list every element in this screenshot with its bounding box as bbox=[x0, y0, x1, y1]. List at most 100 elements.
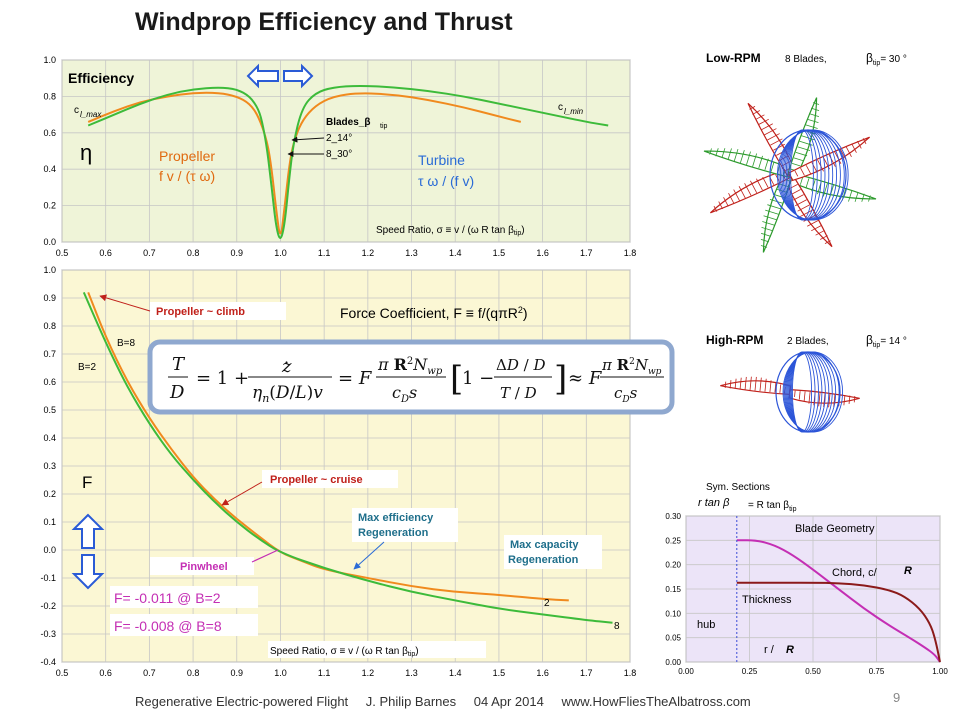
y-tick-label: -0.2 bbox=[40, 601, 56, 611]
x-tick-label: 0.7 bbox=[143, 668, 156, 678]
pinwheel-label: Pinwheel bbox=[180, 561, 228, 573]
cl-min-label: c bbox=[558, 102, 563, 113]
right-arrow-icon bbox=[283, 63, 314, 89]
y-tick-label: 0.25 bbox=[665, 536, 681, 545]
x-tick-label: 1.6 bbox=[536, 668, 549, 678]
high-rpm-rotor bbox=[720, 351, 860, 433]
y-tick-label: 0.20 bbox=[665, 561, 681, 570]
svg-text:= F: = F bbox=[338, 368, 373, 389]
f-b8-box bbox=[110, 614, 258, 636]
page-title: Windprop Efficiency and Thrust bbox=[135, 8, 513, 36]
svg-text:·: · bbox=[284, 353, 289, 372]
svg-text:ΔD / D: ΔD / D bbox=[496, 356, 546, 374]
propeller-label: Propeller bbox=[159, 148, 215, 164]
b2-label: B=2 bbox=[78, 362, 97, 373]
cl-max-sub: l_max bbox=[80, 110, 102, 119]
series-line-magenta bbox=[736, 539, 941, 663]
max-capacity-box bbox=[504, 535, 602, 569]
svg-text:≈ F: ≈ F bbox=[568, 368, 603, 389]
r-over-label: r / bbox=[764, 644, 775, 656]
y-tick-label: 0.9 bbox=[43, 293, 56, 303]
y-tick-label: -0.4 bbox=[40, 657, 56, 667]
y-tick-label: 0.7 bbox=[43, 349, 56, 359]
series-8-end-label: 8 bbox=[614, 621, 620, 632]
y-tick-label: 0.0 bbox=[43, 237, 56, 247]
y-tick-label: -0.1 bbox=[40, 573, 56, 583]
efficiency-tick-labels: 0.5 0.6 0.7 0.8 0.9 1.0 1.1 1.2 1.3 1.4 1.5 1.6 1.7 1… bbox=[43, 55, 636, 258]
x-tick-label: 1.4 bbox=[449, 668, 462, 678]
svg-text:= 1 +: = 1 + bbox=[196, 368, 249, 389]
propeller-cruise-arrow bbox=[221, 481, 263, 506]
blades-sub: tip bbox=[380, 123, 388, 130]
x-tick-label: 1.7 bbox=[580, 668, 593, 678]
y-tick-label: 0.4 bbox=[43, 164, 56, 174]
x-tick-label: 0.9 bbox=[231, 248, 244, 258]
b8-label: B=8 bbox=[117, 338, 136, 349]
efficiency-plot-area bbox=[61, 59, 631, 243]
svg-text:1 −: 1 − bbox=[462, 368, 494, 389]
max-capacity-line2: Regeneration bbox=[508, 554, 579, 566]
low-rpm-blades: 8 Blades, bbox=[785, 54, 827, 65]
x-tick-label: 1.0 bbox=[274, 248, 287, 258]
sym-sections-label: Sym. Sections bbox=[706, 482, 770, 493]
y-tick-label: 0.8 bbox=[43, 321, 56, 331]
series-line-orange bbox=[87, 91, 522, 235]
high-rpm-blades: 2 Blades, bbox=[787, 336, 829, 347]
y-tick-label: 0.4 bbox=[43, 433, 56, 443]
chord-label: Chord, c/ bbox=[832, 567, 878, 579]
x-tick-label: 0.00 bbox=[678, 667, 694, 676]
cl-min-sub: l_min bbox=[564, 107, 584, 116]
rotor-blade bbox=[783, 173, 833, 248]
x-tick-label: 0.50 bbox=[805, 667, 821, 676]
x-tick-label: 1.2 bbox=[362, 668, 375, 678]
y-tick-label: 0.2 bbox=[43, 489, 56, 499]
rtan-label: r tan β bbox=[698, 497, 730, 509]
footer: Regenerative Electric-powered Flight J. … bbox=[135, 694, 765, 709]
x-tick-label: 1.5 bbox=[493, 248, 506, 258]
x-tick-label: 0.6 bbox=[99, 668, 112, 678]
f-b2-box bbox=[110, 586, 258, 608]
propeller-climb-box bbox=[150, 302, 286, 320]
high-rpm-label: High-RPM bbox=[706, 333, 763, 347]
footer-author: J. Philip Barnes bbox=[365, 694, 457, 709]
x-tick-label: 0.75 bbox=[869, 667, 885, 676]
propeller-cruise-label: Propeller ~ cruise bbox=[270, 474, 363, 486]
low-rpm-rotor bbox=[703, 97, 877, 253]
x-tick-label: 1.2 bbox=[362, 248, 375, 258]
y-tick-label: 0.6 bbox=[43, 377, 56, 387]
y-tick-label: 0.6 bbox=[43, 128, 56, 138]
pinwheel-arrow bbox=[251, 549, 279, 563]
svg-text:[: [ bbox=[450, 359, 463, 399]
force-xlabel: Speed Ratio, σ ≡ v / (ω R tan βtip) bbox=[270, 646, 419, 658]
x-tick-label: 1.8 bbox=[624, 668, 637, 678]
turbine-formula: τ ω / (f v) bbox=[418, 173, 474, 189]
blade-2-arrow bbox=[291, 136, 325, 143]
rotor-blade bbox=[720, 376, 792, 396]
x-tick-label: 0.8 bbox=[187, 248, 200, 258]
r-over-r-label: R bbox=[786, 644, 794, 656]
y-tick-label: 0.5 bbox=[43, 405, 56, 415]
y-tick-label: 0.2 bbox=[43, 201, 56, 211]
svg-text:]: ] bbox=[554, 359, 567, 399]
series-2-end-label: 2 bbox=[544, 598, 550, 609]
thickness-label: Thickness bbox=[742, 594, 792, 606]
force-title: Force Coefficient, F ≡ f/(qπR2) bbox=[340, 305, 528, 321]
page-number: 9 bbox=[893, 690, 901, 705]
equation: T D = 1 + · z ηn(D/L)v = F π R2Nwp cDs [… bbox=[168, 353, 664, 405]
series-line-green bbox=[82, 291, 613, 624]
efficiency-xlabel: Speed Ratio, σ ≡ v / (ω R tan βtip) bbox=[376, 225, 525, 237]
x-tick-label: 0.5 bbox=[56, 248, 69, 258]
svg-text:D: D bbox=[169, 382, 185, 403]
pinwheel-box bbox=[150, 557, 254, 575]
footer-site[interactable]: www.HowFliesTheAlbatross.com bbox=[561, 694, 751, 709]
blades-label: Blades_β bbox=[326, 117, 370, 128]
efficiency-series bbox=[87, 84, 609, 239]
x-tick-label: 0.25 bbox=[742, 667, 758, 676]
svg-text:cDs: cDs bbox=[614, 384, 638, 405]
x-tick-label: 1.4 bbox=[449, 248, 462, 258]
blade-tick-labels: 0.00 0.25 0.50 0.75 1.00 0.00 0.05 0.10 0.15 0.20… bbox=[665, 512, 948, 676]
series-line-green bbox=[87, 84, 609, 239]
blade-geometry-title: Blade Geometry bbox=[795, 523, 875, 535]
y-tick-label: 0.05 bbox=[665, 634, 681, 643]
